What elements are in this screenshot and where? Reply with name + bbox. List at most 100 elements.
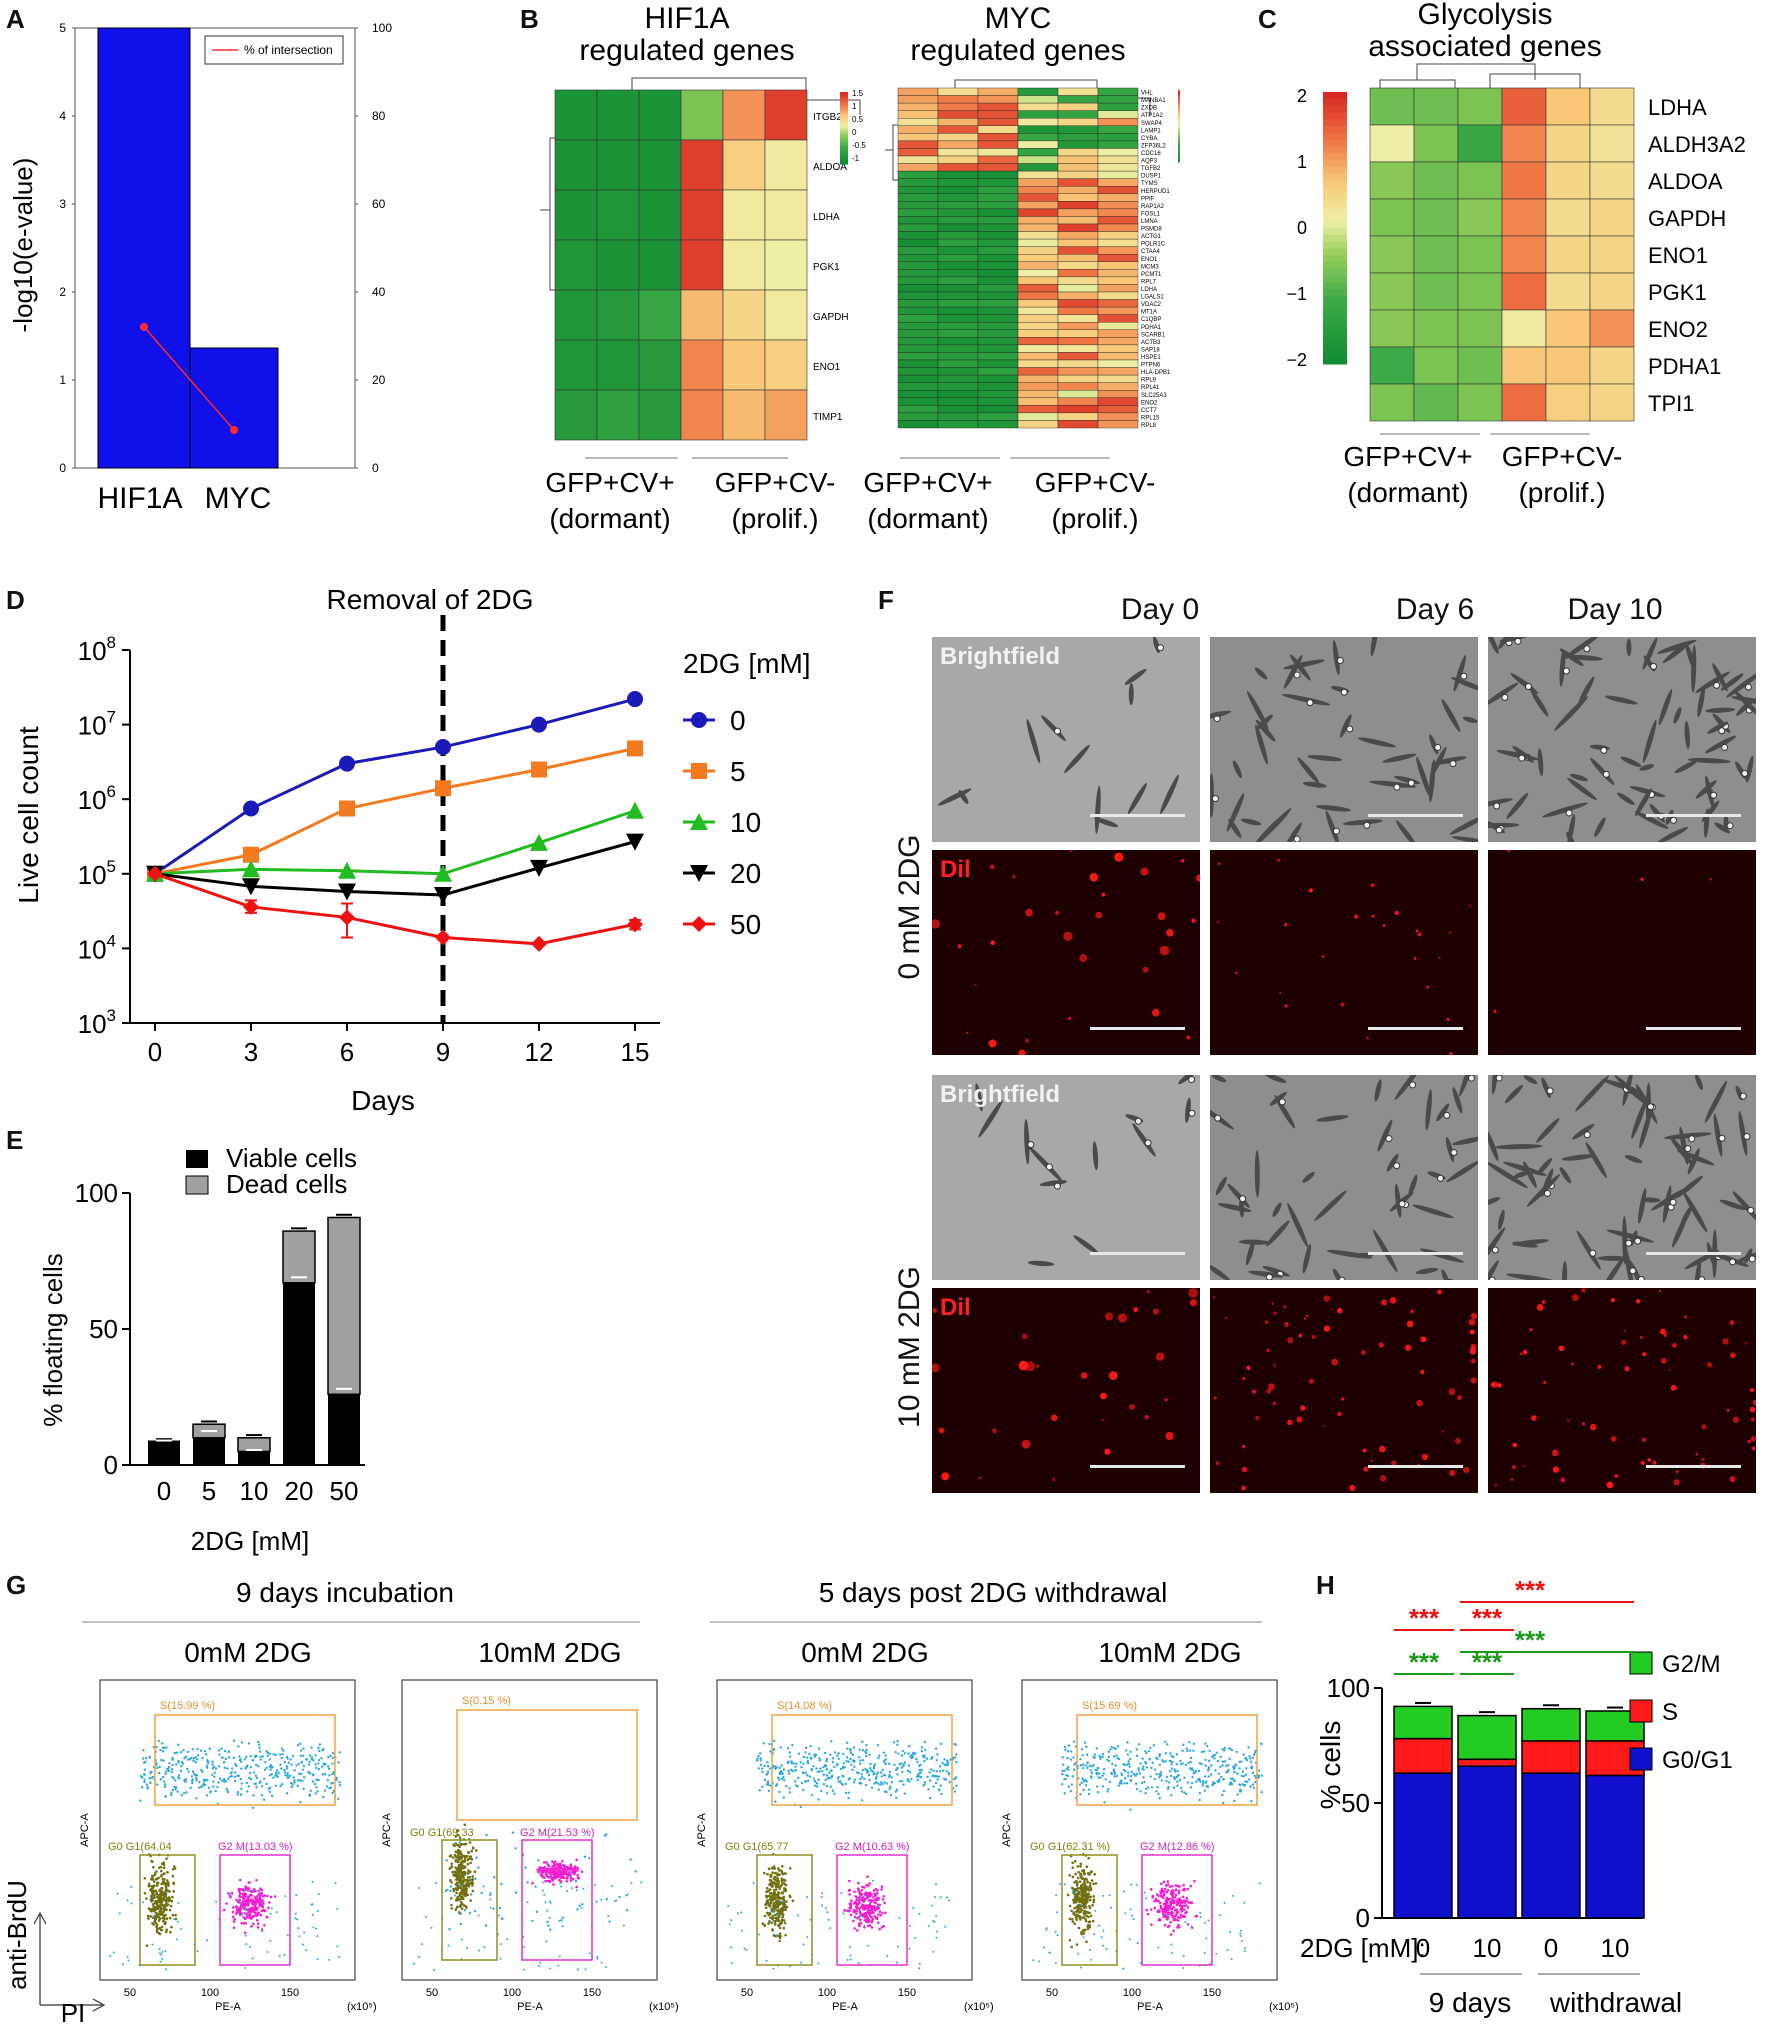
g-dot-s — [860, 1776, 864, 1779]
myc-cell — [1017, 337, 1059, 346]
g-dot-s — [830, 1740, 833, 1743]
g-dot-s — [1223, 1760, 1227, 1763]
bf-round-cell — [1449, 760, 1457, 768]
d-y-tick-base: 10 — [78, 934, 107, 964]
myc-scale-segment — [1178, 160, 1180, 163]
myc-cell — [1017, 102, 1059, 111]
g-dot-bg — [310, 1903, 313, 1906]
g-dot-g0g1 — [1087, 1889, 1091, 1892]
myc-cell — [977, 110, 1019, 119]
g-dot-s — [1169, 1769, 1172, 1773]
g-dot-s — [257, 1765, 260, 1768]
g-dot-g2m — [1178, 1900, 1181, 1904]
g-dot-bg — [1215, 1952, 1218, 1955]
g-dot-g2m — [1175, 1902, 1179, 1906]
myc-cell — [977, 276, 1019, 285]
myc-cell — [1097, 337, 1139, 346]
myc-scale-segment — [1178, 115, 1180, 118]
myc-cell — [1057, 374, 1099, 383]
g-dot-s — [1188, 1749, 1192, 1752]
bf-cell — [1523, 1075, 1538, 1084]
g-dot-s — [847, 1760, 850, 1763]
dil-spot — [1266, 1348, 1270, 1353]
myc-cell — [1057, 118, 1099, 126]
g-dot-g0g1 — [153, 1906, 157, 1909]
g-dot-g0g1 — [785, 1900, 788, 1903]
g-dot-s — [1096, 1766, 1100, 1770]
dil-spot — [1273, 1364, 1276, 1367]
myc-scale-segment — [1178, 97, 1180, 100]
bf-cell — [1488, 1260, 1499, 1280]
g-dot-g0g1 — [164, 1899, 168, 1903]
g-dot-bg — [180, 1928, 183, 1931]
d-x-tick-label: 9 — [436, 1037, 450, 1067]
g-dot-g0g1 — [456, 1833, 460, 1837]
g-dot-s — [1162, 1760, 1165, 1763]
dil-spot — [1571, 1362, 1574, 1366]
g-dot-s — [793, 1780, 797, 1783]
g-dot-s — [761, 1767, 764, 1770]
g-dot-s — [1129, 1779, 1133, 1783]
bf-cell — [1695, 780, 1717, 799]
g-dot-s — [155, 1745, 158, 1749]
g-dot-bg — [549, 1967, 552, 1970]
g-dot-s — [1106, 1758, 1109, 1761]
g-dot-g0g1 — [777, 1896, 781, 1900]
g-dot-s — [809, 1744, 812, 1748]
g-dot-s — [836, 1754, 839, 1757]
g-dot-s — [1248, 1755, 1251, 1758]
g-dot-s — [179, 1769, 183, 1773]
bf-cell — [1386, 1153, 1399, 1172]
hif-scale-segment — [840, 115, 848, 118]
myc-cell — [1097, 178, 1139, 187]
g-dot-g2m — [253, 1901, 256, 1905]
g-dot-g2m — [872, 1889, 876, 1892]
g-dot-g0g1 — [470, 1849, 474, 1853]
g-dot-s — [1065, 1773, 1068, 1777]
myc-cell — [977, 186, 1019, 194]
g-dot-s — [322, 1795, 325, 1799]
bf-cell — [1094, 817, 1119, 828]
g-dot-bg — [278, 1955, 281, 1958]
bf-cell — [1446, 1160, 1478, 1183]
g-dot-g2m — [225, 1902, 228, 1905]
bf-cell — [1210, 1262, 1231, 1280]
g-dot-g0g1 — [155, 1884, 159, 1887]
myc-cell — [1057, 208, 1099, 217]
g-dot-g2m — [260, 1888, 264, 1892]
g-dot-s — [906, 1778, 909, 1781]
g-dot-s — [445, 1859, 448, 1862]
g-dot-s — [955, 1760, 958, 1764]
g-dot-bg — [412, 1962, 415, 1965]
g-dot-g2m — [246, 1901, 250, 1905]
g-dot-g2m — [867, 1884, 870, 1888]
panel-f-micrographs: Day 0 Day 6 Day 10 0 mM 2DG 10 mM 2DG Br… — [880, 585, 1766, 1525]
g-dot-s — [919, 1775, 923, 1779]
g-dot-bg — [275, 1911, 278, 1914]
g-dot-bg — [557, 1964, 560, 1967]
g-dot-g0g1 — [1084, 1889, 1088, 1893]
g-dot-g0g1 — [160, 1882, 163, 1886]
d-marker-triangle-down — [434, 886, 452, 904]
bf-round-cell — [1053, 1182, 1061, 1190]
g-dot-s — [1244, 1780, 1247, 1783]
g-dot-g2m — [843, 1909, 846, 1912]
d-series-line — [154, 872, 636, 946]
g-dot-s — [285, 1765, 289, 1768]
myc-cell — [897, 133, 939, 142]
g-dot-bg — [611, 1885, 614, 1888]
g-dot-s — [180, 1794, 183, 1797]
g-dot-s — [159, 1778, 163, 1781]
bf-cell — [1255, 714, 1273, 731]
hif-scale-segment — [840, 131, 848, 134]
g-dot-g2m — [872, 1904, 876, 1908]
g-dot-s — [222, 1761, 226, 1764]
dil-spot — [1470, 1358, 1476, 1364]
scale-bar — [1090, 1465, 1185, 1468]
g-dot-bg — [1122, 1967, 1125, 1970]
c-scale-segment — [1323, 221, 1347, 229]
g-gate-g2m-label: G2 M(10.63 %) — [835, 1841, 910, 1853]
g-dot-s — [308, 1760, 311, 1763]
c-gene-labels: LDHAALDH3A2ALDOAGAPDHENO1PGK1ENO2PDHA1TP… — [1648, 95, 1746, 416]
myc-cell — [1097, 201, 1139, 210]
